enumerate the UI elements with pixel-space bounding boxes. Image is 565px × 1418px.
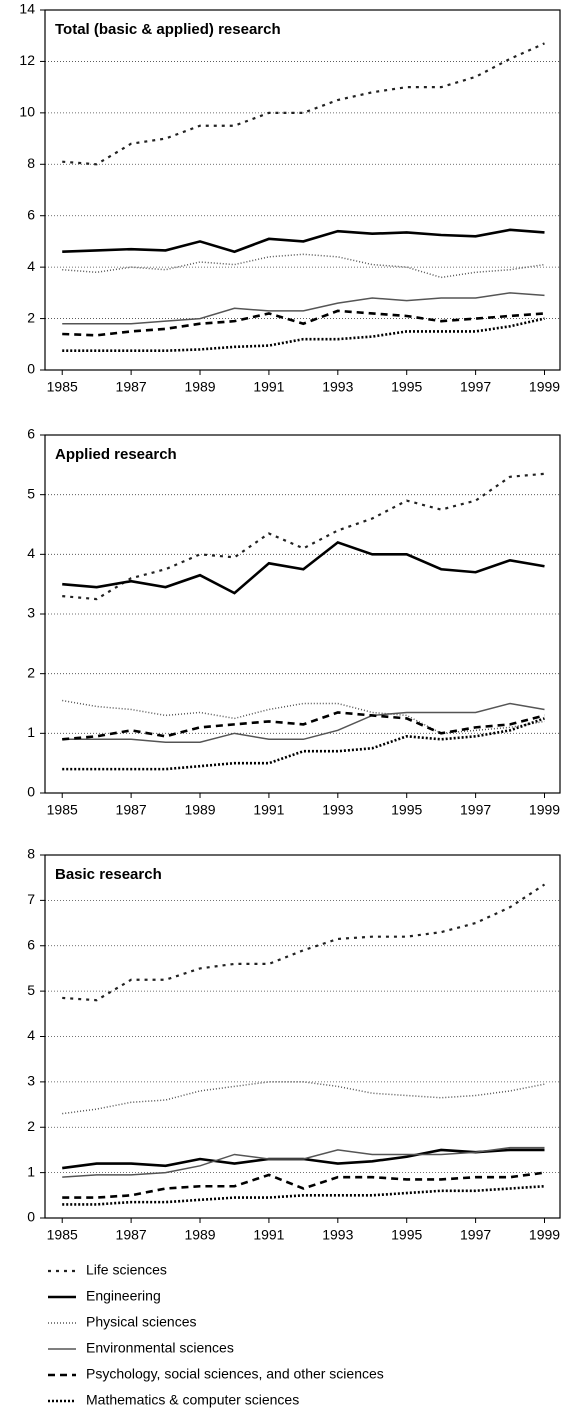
x-tick-label: 1989 [184,379,215,395]
x-tick-label: 1997 [460,1227,491,1243]
legend-label: Environmental sciences [86,1340,234,1356]
series-line [62,1081,545,1115]
y-tick-label: 0 [27,361,35,377]
y-tick-label: 2 [27,309,35,325]
panel-title: Total (basic & applied) research [55,21,281,38]
x-tick-label: 1999 [529,802,560,818]
x-tick-label: 1995 [391,802,422,818]
y-tick-label: 4 [27,1027,35,1043]
y-tick-label: 5 [27,982,35,998]
series-line [62,711,545,741]
series-line [62,292,545,325]
y-tick-label: 6 [27,206,35,222]
y-tick-label: 14 [19,1,35,17]
legend-label: Mathematics & computer sciences [86,1392,299,1408]
x-tick-label: 1995 [391,379,422,395]
y-tick-label: 3 [27,605,35,621]
panel-title: Basic research [55,866,162,883]
y-tick-label: 5 [27,485,35,501]
series-line [62,540,545,595]
plot-frame [44,9,561,371]
x-tick-label: 1991 [253,802,284,818]
y-tick-label: 0 [27,784,35,800]
x-tick-label: 1985 [47,1227,78,1243]
y-tick-label: 0 [27,1209,35,1225]
x-tick-label: 1987 [116,802,147,818]
y-tick-label: 12 [19,52,35,68]
y-tick-label: 4 [27,258,35,274]
series-line [62,883,546,1002]
x-tick-label: 1989 [184,1227,215,1243]
series-line [62,42,545,166]
x-tick-label: 1989 [184,802,215,818]
y-tick-label: 2 [27,664,35,680]
series-line [62,228,545,254]
plot-frame [44,434,561,794]
x-tick-label: 1993 [322,802,353,818]
y-tick-label: 10 [19,104,35,120]
legend-label: Physical sciences [86,1314,197,1330]
x-tick-label: 1997 [460,802,491,818]
series-line [62,253,545,279]
series-line [62,472,545,601]
x-tick-label: 1987 [116,379,147,395]
x-tick-label: 1991 [253,1227,284,1243]
x-tick-label: 1985 [47,802,78,818]
y-tick-label: 2 [27,1118,35,1134]
x-tick-label: 1987 [116,1227,147,1243]
y-tick-label: 1 [27,1163,35,1179]
x-tick-label: 1997 [460,379,491,395]
series-line [62,717,545,771]
y-tick-label: 8 [27,846,35,862]
y-tick-label: 6 [27,426,35,442]
x-tick-label: 1991 [253,379,284,395]
x-tick-label: 1985 [47,379,78,395]
legend-label: Psychology, social sciences, and other s… [86,1366,384,1382]
y-tick-label: 1 [27,724,35,740]
legend-label: Life sciences [86,1262,167,1278]
y-tick-label: 7 [27,891,35,907]
x-tick-label: 1993 [322,379,353,395]
series-line [62,317,545,353]
x-tick-label: 1999 [529,379,560,395]
series-line [62,702,545,744]
series-line [62,1146,545,1178]
series-line [62,1184,545,1206]
x-tick-label: 1995 [391,1227,422,1243]
x-tick-label: 1993 [322,1227,353,1243]
y-tick-label: 4 [27,545,35,561]
legend-label: Engineering [86,1288,161,1304]
y-tick-label: 3 [27,1073,35,1089]
series-line [62,1171,545,1199]
y-tick-label: 6 [27,936,35,952]
plot-frame [44,854,561,1219]
series-line [62,309,545,337]
x-tick-label: 1999 [529,1227,560,1243]
panel-title: Applied research [55,446,177,463]
y-tick-label: 8 [27,155,35,171]
series-line [62,699,545,735]
